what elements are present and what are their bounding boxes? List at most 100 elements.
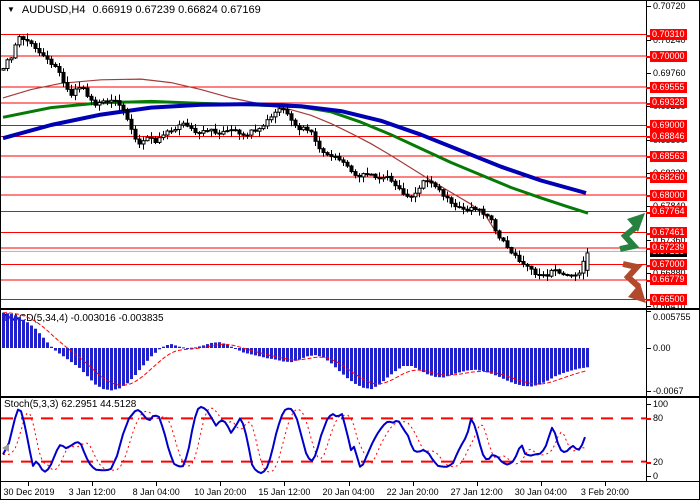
candle bbox=[101, 100, 106, 104]
macd-histogram-bar bbox=[90, 348, 93, 381]
price-level-tick bbox=[646, 34, 651, 37]
price-level-label[interactable]: 0.68260 bbox=[650, 171, 687, 183]
candle bbox=[577, 272, 582, 276]
price-level-label[interactable]: 0.68563 bbox=[650, 150, 687, 162]
price-level-label[interactable]: 0.66500 bbox=[650, 293, 687, 305]
price-level-label[interactable]: 0.70310 bbox=[650, 29, 687, 41]
ohlc-quote-label: 0.66919 0.67239 0.66824 0.67169 bbox=[92, 4, 261, 16]
price-level-tick bbox=[646, 102, 651, 105]
up-zigzag-arrow-icon[interactable] bbox=[619, 224, 640, 252]
candle bbox=[177, 124, 182, 131]
candle bbox=[133, 128, 138, 140]
macd-histogram-bar bbox=[526, 348, 529, 387]
macd-histogram-bar bbox=[98, 348, 101, 387]
pane-separator[interactable] bbox=[1, 481, 699, 482]
macd-histogram-bar bbox=[350, 348, 353, 382]
candle bbox=[557, 269, 562, 274]
candle bbox=[349, 165, 354, 173]
macd-histogram-bar bbox=[266, 348, 269, 359]
price-axis-tick bbox=[646, 239, 651, 241]
down-zigzag-arrow-icon[interactable] bbox=[622, 261, 643, 290]
pane-separator[interactable] bbox=[1, 308, 699, 310]
pane-separator[interactable] bbox=[1, 396, 699, 398]
price-level-label[interactable]: 0.68846 bbox=[650, 130, 687, 142]
macd-pane-canvas[interactable] bbox=[1, 310, 646, 396]
macd-histogram-bar bbox=[374, 348, 377, 387]
price-level-label[interactable]: 0.67000 bbox=[650, 259, 687, 271]
price-level-label[interactable]: 0.69000 bbox=[650, 120, 687, 132]
macd-histogram-bar bbox=[430, 348, 433, 376]
price-axis-tick bbox=[646, 106, 651, 108]
macd-histogram-bar bbox=[102, 348, 105, 390]
collapse-triangle-icon[interactable]: ▼ bbox=[7, 5, 15, 14]
macd-histogram-bar bbox=[170, 344, 173, 348]
price-level-label[interactable]: 0.69328 bbox=[650, 97, 687, 109]
candle bbox=[193, 127, 198, 134]
price-pane-canvas[interactable] bbox=[1, 1, 646, 308]
price-level-label[interactable]: 0.67764 bbox=[650, 206, 687, 218]
macd-histogram-bar bbox=[238, 348, 241, 351]
ma-slow-blue-line[interactable] bbox=[2, 102, 587, 195]
price-level-label[interactable]: 0.69555 bbox=[650, 81, 687, 93]
price-level-label[interactable]: 0.67239 bbox=[650, 242, 687, 254]
stoch-axis-tick bbox=[646, 418, 651, 421]
price-axis[interactable]: 0.707200.702400.697600.692800.688000.683… bbox=[646, 1, 699, 482]
candle bbox=[493, 219, 498, 232]
candle bbox=[329, 154, 334, 158]
down-zigzag-arrow-head-icon[interactable] bbox=[628, 283, 646, 303]
macd-histogram-bar bbox=[446, 348, 449, 377]
stoch-pane-canvas[interactable] bbox=[1, 398, 646, 481]
time-label: 8 Jan 04:00 bbox=[132, 487, 180, 497]
candle bbox=[285, 108, 290, 115]
macd-histogram-bar bbox=[154, 348, 157, 353]
macd-histogram-bar bbox=[542, 348, 545, 383]
ma-fast-thin-red-line[interactable] bbox=[2, 78, 499, 236]
time-label: 3 Jan 12:00 bbox=[68, 487, 116, 497]
price-level-label[interactable]: 0.70000 bbox=[650, 50, 687, 62]
candle bbox=[157, 137, 162, 143]
candle bbox=[521, 261, 526, 265]
macd-histogram-bar bbox=[286, 348, 289, 362]
up-zigzag-arrow-head-icon[interactable] bbox=[627, 213, 645, 232]
grid-price-label: 0.69760 bbox=[653, 67, 686, 78]
candle bbox=[61, 71, 66, 84]
candle bbox=[297, 125, 302, 131]
price-level-label[interactable]: 0.67461 bbox=[650, 227, 687, 239]
macd-histogram-bar bbox=[474, 348, 477, 370]
candle bbox=[341, 159, 346, 163]
candle bbox=[173, 129, 178, 132]
macd-histogram-bar bbox=[450, 348, 453, 375]
price-axis-tick bbox=[646, 39, 651, 41]
candle bbox=[205, 130, 210, 133]
macd-histogram-bar bbox=[18, 317, 21, 348]
macd-histogram-bar bbox=[206, 344, 209, 348]
macd-histogram-bar bbox=[74, 348, 77, 365]
candle bbox=[449, 197, 454, 204]
price-level-label[interactable]: 0.68000 bbox=[650, 189, 687, 201]
macd-histogram-bar bbox=[454, 348, 457, 374]
candle bbox=[141, 140, 146, 145]
candle bbox=[545, 274, 550, 277]
macd-histogram-bar bbox=[50, 346, 53, 348]
candle bbox=[429, 180, 434, 184]
chart-title-row: ▼ AUDUSD,H4 0.66919 0.67239 0.66824 0.67… bbox=[7, 4, 261, 16]
candle bbox=[221, 130, 226, 135]
candle bbox=[409, 195, 414, 198]
candle bbox=[201, 130, 206, 134]
price-level-label[interactable]: 0.66779 bbox=[650, 274, 687, 286]
macd-histogram-bar bbox=[162, 346, 165, 348]
macd-histogram-bar bbox=[326, 348, 329, 361]
macd-histogram-bar bbox=[54, 348, 57, 351]
candle bbox=[225, 130, 230, 133]
macd-histogram-bar bbox=[94, 348, 97, 385]
candle bbox=[421, 180, 426, 189]
time-axis[interactable]: 30 Dec 2019 3 Jan 12:00 8 Jan 04:00 10 Jan … bbox=[1, 482, 699, 499]
macd-histogram-bar bbox=[10, 314, 13, 348]
macd-histogram-bar bbox=[6, 313, 9, 348]
time-axis-tick bbox=[284, 482, 286, 486]
candle bbox=[537, 274, 542, 276]
price-level-tick bbox=[646, 264, 651, 267]
macd-histogram-bar bbox=[142, 348, 145, 366]
ma-mid-green-line[interactable] bbox=[2, 99, 589, 215]
pane-resize-handle-icon[interactable] bbox=[2, 444, 9, 452]
